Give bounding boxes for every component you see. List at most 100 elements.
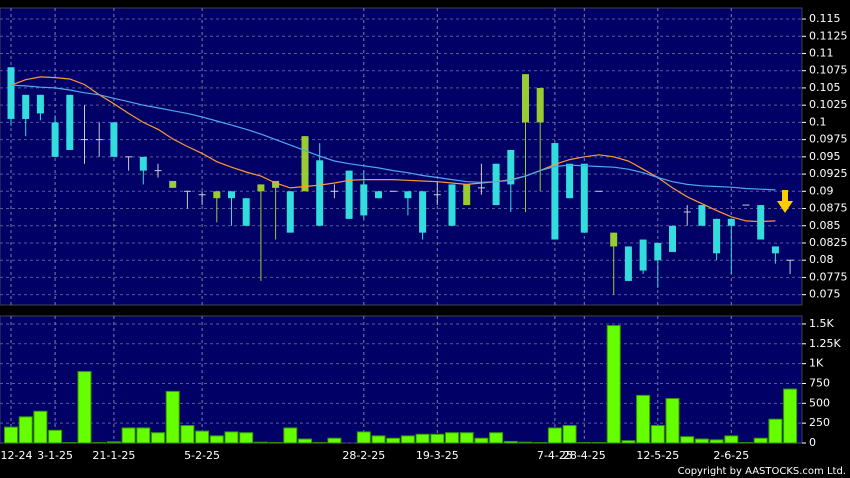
- candle-body: [36, 94, 44, 114]
- volume-bar: [4, 426, 18, 444]
- candle-body: [257, 184, 265, 192]
- x-tick-label: 28-4-25: [563, 449, 606, 462]
- volume-bar: [136, 427, 151, 444]
- volume-bar: [621, 440, 636, 444]
- candle-body: [66, 94, 74, 150]
- candle-body: [551, 143, 559, 240]
- candle-body: [213, 191, 221, 199]
- y-tick-label: 0.1: [809, 115, 827, 128]
- candle-body: [228, 191, 235, 199]
- volume-bar: [121, 427, 136, 444]
- volume-bar: [430, 433, 445, 444]
- y-tick-label: 0.0825: [809, 236, 848, 249]
- moving-average-line: [10, 84, 776, 191]
- y-tick-label: 0.1025: [809, 98, 848, 111]
- y-tick-label: 0.115: [809, 12, 841, 25]
- candle-body: [448, 184, 456, 226]
- volume-bar: [636, 394, 651, 444]
- volume-bar: [650, 425, 665, 444]
- candle-body: [522, 74, 529, 123]
- x-tick-label: 21-1-25: [92, 449, 135, 462]
- volume-bar: [77, 371, 92, 444]
- signal-arrow: [777, 190, 793, 213]
- volume-bar: [518, 441, 533, 444]
- candle-body: [301, 136, 309, 192]
- copyright: Copyright by AASTOCKS.com Ltd.: [678, 466, 846, 477]
- volume-bar: [18, 416, 33, 444]
- candle-body: [375, 191, 382, 199]
- candle-body: [110, 122, 118, 157]
- candle-body: [536, 87, 544, 123]
- volume-bar: [386, 437, 401, 444]
- candle-body: [272, 180, 280, 188]
- y-tick-label: 0.09: [809, 184, 834, 197]
- candle-body: [139, 156, 147, 171]
- volume-bar: [445, 432, 459, 444]
- volume-bar: [327, 437, 342, 444]
- x-tick-label: 2-12-24: [0, 449, 32, 462]
- y-tick-label: 0.1125: [809, 29, 848, 42]
- x-tick-label: 19-3-25: [416, 449, 459, 462]
- candle-body: [580, 163, 588, 233]
- candle-body: [51, 122, 59, 157]
- candle-body: [316, 160, 324, 226]
- volume-bar: [503, 440, 518, 444]
- volume-bar: [459, 432, 474, 444]
- volume-bar: [724, 435, 739, 444]
- y-tick-label: 0.0875: [809, 202, 848, 215]
- y-tick-label: 250: [809, 416, 830, 429]
- y-tick-label: 0.085: [809, 219, 841, 232]
- y-tick-label: 0.0775: [809, 270, 848, 283]
- volume-bar: [547, 427, 562, 444]
- volume-bar: [606, 325, 621, 444]
- volume-bar: [489, 432, 504, 444]
- candle-body: [7, 67, 15, 119]
- volume-bar: [298, 438, 312, 444]
- x-tick-label: 7-4-25: [537, 449, 573, 462]
- volume-panel: [0, 315, 803, 444]
- x-tick-label: 12-5-25: [636, 449, 679, 462]
- volume-bar: [48, 429, 63, 444]
- volume-bar: [371, 435, 386, 444]
- volume-bar: [253, 441, 268, 444]
- candle-body: [404, 191, 412, 199]
- candle-body: [698, 205, 706, 226]
- candle-body: [463, 184, 471, 206]
- candle-body: [727, 218, 735, 226]
- candle-body: [242, 198, 250, 226]
- volume-bar: [783, 388, 798, 444]
- volume-bar: [239, 432, 254, 444]
- volume-bar: [209, 435, 224, 444]
- volume-bar: [165, 390, 180, 444]
- volume-bar: [665, 398, 680, 444]
- volume-bar: [694, 438, 709, 444]
- x-tick-label: 5-2-25: [184, 449, 220, 462]
- candle-body: [22, 94, 30, 119]
- y-tick-label: 0.0925: [809, 167, 848, 180]
- candle-body: [492, 163, 500, 206]
- volume-bar: [180, 425, 195, 444]
- volume-bar: [709, 439, 724, 444]
- candle-body: [566, 163, 574, 199]
- volume-bar: [753, 437, 768, 444]
- candle-body: [713, 218, 721, 254]
- candle-body: [419, 191, 427, 233]
- volume-bar: [474, 437, 489, 444]
- y-tick-label: 1.25K: [809, 337, 841, 350]
- candle-body: [624, 246, 632, 281]
- x-tick-label: 3-1-25: [37, 449, 73, 462]
- volume-bar: [106, 441, 121, 444]
- y-tick-label: 0.0975: [809, 133, 848, 146]
- x-tick-label: 28-2-25: [342, 449, 385, 462]
- candle-body: [169, 180, 177, 188]
- y-tick-label: 0.1075: [809, 64, 848, 77]
- volume-bar: [151, 432, 165, 444]
- candle-body: [360, 184, 368, 216]
- candle-body: [639, 239, 647, 271]
- y-tick-label: 0.095: [809, 150, 841, 163]
- candle-body: [507, 149, 515, 185]
- y-tick-label: 1K: [809, 357, 824, 370]
- volume-bar: [768, 418, 783, 444]
